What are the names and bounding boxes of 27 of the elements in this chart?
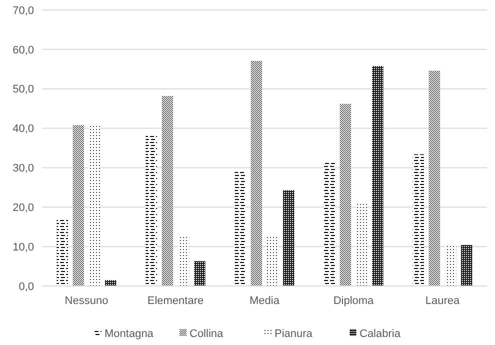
bar [283,190,294,286]
bar [372,66,384,286]
y-tick-label: 70,0 [12,4,34,17]
y-tick-label: 10,0 [12,241,34,254]
x-tick-label: Laurea [425,295,460,307]
bar [461,244,472,286]
x-tick-label: Media [250,295,280,307]
y-tick-label: 0,0 [18,280,34,293]
x-tick-label: Nessuno [64,295,108,307]
legend-label: Pianura [274,328,314,340]
bar [340,104,352,286]
bar [428,70,440,286]
y-tick-label: 30,0 [12,162,34,175]
y-tick-label: 50,0 [12,84,34,96]
y-tick-label: 40,0 [12,123,34,136]
bar [194,261,206,286]
x-tick-label: Diploma [333,295,375,307]
legend-label: Collina [190,328,224,340]
bar [72,125,84,286]
bar [250,60,262,286]
y-tick-label: 20,0 [12,202,34,214]
bar [105,280,116,286]
legend-label: Calabria [360,328,402,340]
x-tick-label: Elementare [147,295,204,307]
legend-label: Montagna [104,328,154,340]
bar [162,96,174,286]
y-tick-label: 60,0 [12,44,34,56]
